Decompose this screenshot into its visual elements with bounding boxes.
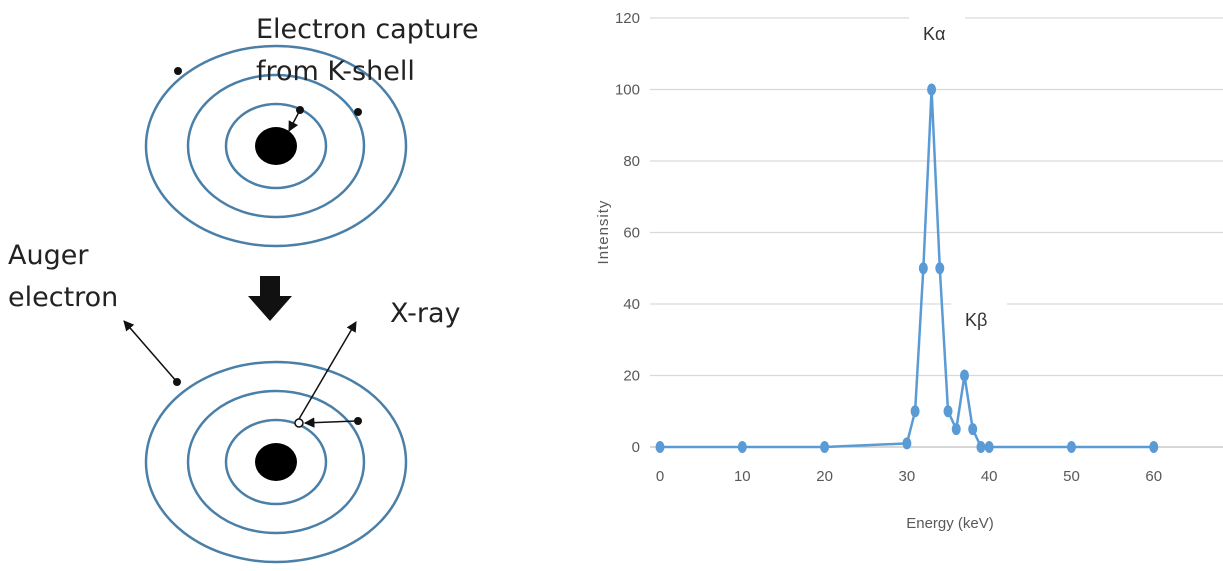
point bbox=[943, 405, 953, 418]
x-tick-label: 60 bbox=[1145, 468, 1162, 485]
auger-arrow bbox=[123, 320, 178, 383]
annotation: Kα bbox=[923, 24, 945, 44]
y-tick-label: 0 bbox=[632, 439, 640, 456]
y-tick-label: 80 bbox=[623, 153, 640, 170]
label: Auger bbox=[8, 240, 89, 271]
nucleus bbox=[255, 127, 297, 165]
y-tick-label: 60 bbox=[623, 225, 640, 242]
point bbox=[1149, 441, 1159, 453]
point bbox=[902, 437, 912, 450]
label: X-ray bbox=[390, 298, 461, 329]
point bbox=[918, 262, 928, 275]
point bbox=[935, 262, 945, 275]
vacancy bbox=[294, 418, 304, 428]
x-tick-label: 30 bbox=[899, 468, 916, 485]
point bbox=[655, 441, 665, 453]
down-arrow bbox=[248, 276, 292, 321]
point bbox=[927, 83, 937, 96]
chart: 0 20 40 60 80 100 120 0 10 20 30 40 50 60 Energy (keV)… bbox=[595, 10, 1223, 532]
y-tick-label: 100 bbox=[615, 82, 640, 99]
series-line bbox=[660, 88, 1154, 449]
annotation-bg bbox=[951, 296, 1007, 336]
label: from K-shell bbox=[256, 56, 415, 87]
electron bbox=[354, 417, 362, 425]
point bbox=[910, 405, 920, 418]
point bbox=[984, 441, 994, 453]
x-axis-label: Energy (keV) bbox=[906, 515, 994, 532]
point bbox=[737, 441, 747, 453]
x-tick-label: 20 bbox=[816, 468, 833, 485]
point bbox=[820, 441, 830, 453]
annotation-bg bbox=[909, 10, 965, 50]
y-tick-label: 20 bbox=[623, 368, 640, 385]
capture-arrow bbox=[288, 109, 301, 132]
y-tick-label: 120 bbox=[615, 10, 640, 27]
point bbox=[968, 423, 978, 436]
xray-arrow bbox=[298, 321, 357, 420]
point bbox=[959, 369, 969, 382]
label: Electron capture bbox=[256, 14, 479, 45]
x-tick-label: 10 bbox=[734, 468, 751, 485]
x-tick-label: 0 bbox=[656, 468, 664, 485]
label: electron bbox=[8, 282, 118, 313]
point bbox=[1066, 441, 1076, 453]
y-tick-label: 40 bbox=[623, 296, 640, 313]
annotation: Kβ bbox=[965, 310, 987, 330]
atom-bottom bbox=[144, 360, 408, 564]
point bbox=[976, 441, 986, 453]
point bbox=[951, 423, 961, 436]
nucleus bbox=[255, 443, 297, 481]
x-tick-label: 50 bbox=[1063, 468, 1080, 485]
atom-top bbox=[144, 44, 408, 248]
transition-arrow bbox=[303, 417, 357, 428]
y-axis-label: Intensity bbox=[595, 200, 612, 265]
x-tick-label: 40 bbox=[981, 468, 998, 485]
